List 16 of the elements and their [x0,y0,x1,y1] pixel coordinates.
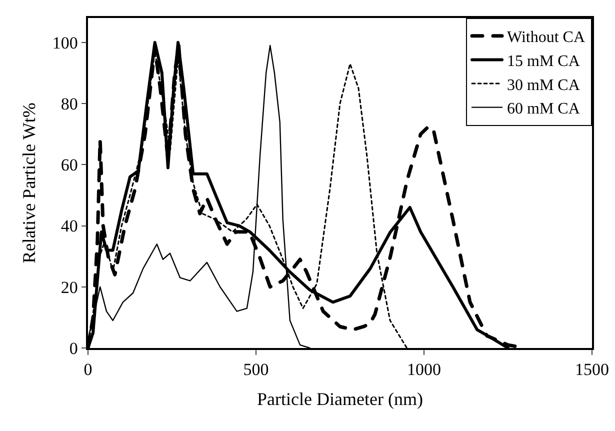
y-tick-label: 100 [52,33,78,52]
legend-label: 15 mM CA [507,52,580,70]
y-tick-label: 60 [60,156,78,175]
y-tick-label: 0 [69,338,78,358]
y-tick-label: 40 [60,216,78,236]
x-tick-label: 500 [243,360,269,380]
x-tick-label: 1000 [407,360,441,380]
x-axis-title: Particle Diameter (nm) [257,388,423,409]
y-tick-label: 20 [60,278,78,297]
legend-label: 30 mM CA [507,76,580,94]
legend-label: Without CA [507,29,586,46]
y-axis-title: Relative Particle Wt% [19,102,40,264]
x-tick-label: 1500 [575,360,609,380]
x-tick-label: 0 [84,360,92,380]
legend-label: 60 mM CA [507,100,580,118]
y-tick-label: 80 [60,94,78,114]
